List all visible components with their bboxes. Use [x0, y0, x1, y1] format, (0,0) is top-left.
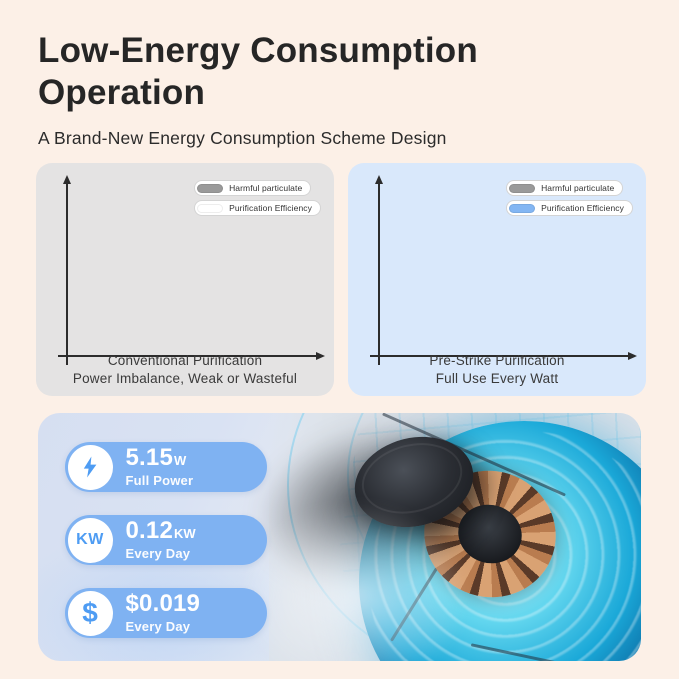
chart-caption-line1: Conventional Purification: [107, 353, 263, 369]
dollar-icon: $: [67, 590, 113, 636]
legend-item-efficiency: Purification Efficiency: [194, 200, 321, 216]
y-axis: [63, 175, 71, 365]
x-axis-arrow-icon: [316, 351, 325, 360]
stat-daily-kw: KW 0.12 KW Every Day: [65, 515, 267, 565]
bar-chart-conventional: [58, 175, 325, 365]
chart-caption-line2: Power Imbalance, Weak or Wasteful: [72, 370, 298, 386]
stat-label: Full Power: [125, 473, 194, 488]
stat-label: Every Day: [125, 619, 191, 634]
kw-icon: KW: [67, 517, 113, 563]
stat-unit: KW: [174, 526, 196, 541]
header: Low-Energy Consumption Operation A Brand…: [38, 30, 478, 149]
legend-label: Purification Efficiency: [229, 203, 312, 213]
page-title: Low-Energy Consumption Operation: [38, 30, 478, 114]
legend-swatch-efficiency: [197, 203, 224, 213]
x-axis-arrow-icon: [628, 351, 637, 360]
y-axis-arrow-icon: [63, 175, 71, 184]
chart-caption: Pre-Strike Purification Full Use Every W…: [348, 352, 646, 387]
bar-chart-pre-strike: [370, 175, 637, 365]
legend: Harmful particulate Purification Efficie…: [506, 180, 633, 216]
legend-item-harmful: Harmful particulate: [194, 180, 312, 196]
charts-row: Harmful particulate Purification Efficie…: [36, 163, 646, 396]
product-photo: [239, 413, 641, 661]
chart-caption: Conventional Purification Power Imbalanc…: [36, 352, 334, 387]
y-axis-arrow-icon: [375, 175, 383, 184]
stat-full-power: 5.15 W Full Power: [65, 442, 267, 492]
stat-label: Every Day: [125, 546, 191, 561]
stat-value: 0.12: [125, 517, 174, 544]
stats-list: 5.15 W Full Power KW 0.12 KW Every Day $: [65, 442, 267, 638]
x-axis: [58, 351, 325, 360]
chart-caption-line1: Pre-Strike Purification: [429, 353, 565, 369]
stat-text: $0.019 Every Day: [125, 590, 202, 635]
chart-card-pre-strike: Harmful particulate Purification Efficie…: [348, 163, 646, 396]
x-axis: [370, 351, 637, 360]
legend-label: Harmful particulate: [541, 183, 615, 193]
stat-value: $0.019: [125, 590, 201, 617]
legend-swatch-efficiency: [509, 203, 536, 213]
kw-icon-text: KW: [76, 531, 104, 548]
page-title-line2: Operation: [38, 73, 206, 112]
energy-stats-panel: 5.15 W Full Power KW 0.12 KW Every Day $: [38, 413, 641, 661]
chart-caption-line2: Full Use Every Watt: [435, 370, 559, 386]
legend-swatch-harmful: [197, 183, 224, 193]
dollar-icon-text: $: [82, 597, 98, 628]
light-haze: [239, 501, 469, 661]
legend-item-harmful: Harmful particulate: [506, 180, 624, 196]
legend-label: Harmful particulate: [229, 183, 303, 193]
lightning-icon: [67, 444, 113, 490]
legend-label: Purification Efficiency: [541, 203, 624, 213]
legend: Harmful particulate Purification Efficie…: [194, 180, 321, 216]
stat-value: 5.15: [125, 444, 174, 471]
page-title-line1: Low-Energy Consumption: [38, 31, 478, 70]
chart-card-conventional: Harmful particulate Purification Efficie…: [36, 163, 334, 396]
legend-swatch-harmful: [509, 183, 536, 193]
stat-text: 0.12 KW Every Day: [125, 517, 196, 562]
stat-text: 5.15 W Full Power: [125, 444, 194, 489]
stat-unit: W: [174, 453, 187, 468]
stat-daily-cost: $ $0.019 Every Day: [65, 588, 267, 638]
y-axis: [375, 175, 383, 365]
page-subtitle: A Brand-New Energy Consumption Scheme De…: [38, 128, 447, 148]
legend-item-efficiency: Purification Efficiency: [506, 200, 633, 216]
